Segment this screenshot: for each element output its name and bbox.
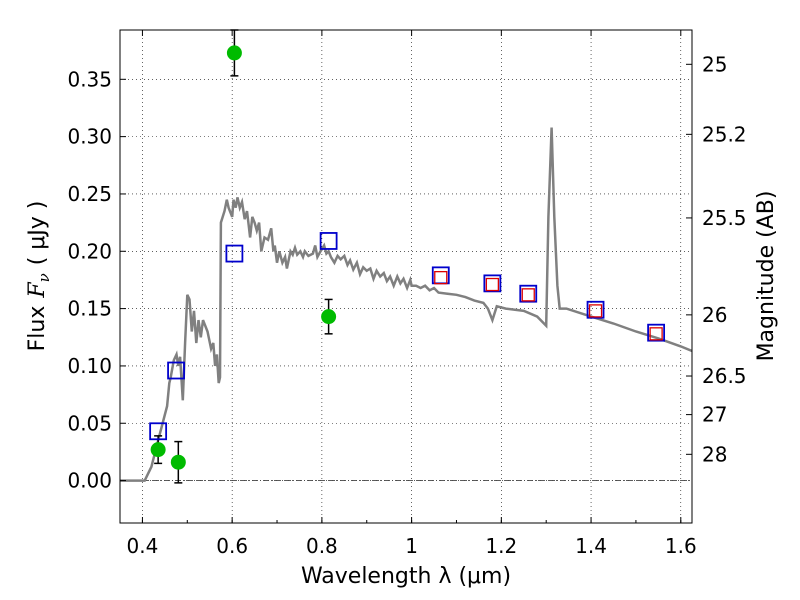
nir-photometry-square <box>485 277 500 292</box>
y-tick-label: 0.30 <box>67 125 112 149</box>
y2-axis-label: Magnitude (AB) <box>754 191 779 362</box>
model-photometry-square <box>647 323 666 342</box>
nir-photometry-square <box>649 327 663 341</box>
data-points <box>149 29 666 484</box>
y-tick-label: 0.00 <box>67 469 112 493</box>
model-photometry-square <box>225 244 244 263</box>
plot-frame <box>119 29 693 524</box>
observed-point <box>170 454 186 470</box>
x-tick-label: 1 <box>405 534 418 558</box>
x-tick-label: 1.2 <box>485 534 517 558</box>
model-photometry-square <box>149 422 168 441</box>
y2-tick-label: 25 <box>702 52 727 76</box>
model-sed-line <box>120 127 692 482</box>
x-tick-label: 1.6 <box>665 534 697 558</box>
observed-point <box>321 309 337 325</box>
model-photometry-square <box>483 274 502 293</box>
y2-tick-label: 25.2 <box>702 122 747 146</box>
grid <box>120 30 692 523</box>
model-photometry-square <box>586 300 605 319</box>
y2-tick-label: 26.5 <box>702 364 747 388</box>
y-tick-label: 0.10 <box>67 354 112 378</box>
observed-point <box>226 45 242 61</box>
y-tick-label: 0.35 <box>67 67 112 91</box>
y2-tick-label: 26 <box>702 303 727 327</box>
model-photometry-square <box>167 361 185 380</box>
y-tick-label: 0.20 <box>67 239 112 263</box>
y-axis-label: Flux Fν ( μJy ) <box>25 201 53 352</box>
x-tick-label: 0.6 <box>216 534 248 558</box>
y-tick-label: 0.15 <box>67 297 112 321</box>
observed-point <box>150 442 166 458</box>
y-axis-label-variable: F <box>25 282 50 299</box>
x-tick-label: 0.8 <box>306 534 338 558</box>
nir-photometry-square <box>588 304 603 318</box>
x-axis: 0.4 0.6 0.8 1 1.2 1.4 1.6 <box>127 30 697 558</box>
nir-photometry-square <box>434 270 448 285</box>
y2-tick-label: 27 <box>702 403 727 427</box>
model-photometry-square <box>519 284 538 303</box>
y2-tick-label: 25.5 <box>702 206 747 230</box>
y-axis-label-suffix: ( μJy ) <box>25 201 50 266</box>
y-axis-left: 0.00 0.05 0.10 0.15 0.20 0.25 0.30 0.35 <box>67 67 126 493</box>
model-photometry-square <box>319 232 338 250</box>
y2-tick-label: 28 <box>702 442 727 466</box>
x-tick-label: 1.4 <box>575 534 607 558</box>
nir-photometry-square <box>521 288 535 302</box>
y-tick-label: 0.05 <box>67 411 112 435</box>
y-axis-label-prefix: Flux <box>25 306 50 352</box>
x-axis-label: Wavelength λ (μm) <box>301 564 511 589</box>
y-tick-label: 0.25 <box>67 182 112 206</box>
y-axis-right: 25 25.2 25.5 26 26.5 27 28 <box>686 52 747 466</box>
x-tick-label: 0.4 <box>127 534 159 558</box>
y-axis-label-subscript: ν <box>35 273 53 282</box>
